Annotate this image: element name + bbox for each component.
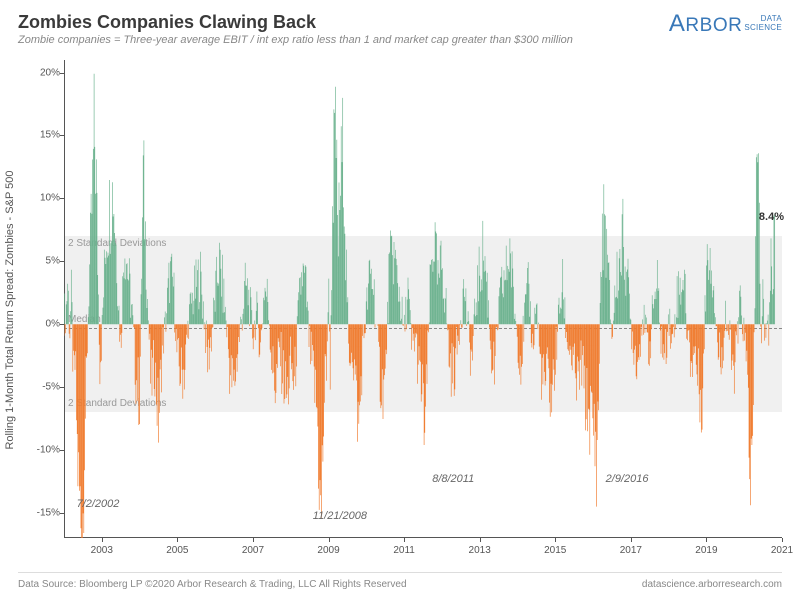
brand-main: ARBOR	[669, 15, 742, 36]
x-tick-label: 2005	[166, 545, 188, 556]
brand-sub: DATASCIENCE	[744, 14, 782, 32]
y-tick-label: -5%	[28, 382, 60, 393]
page-subtitle: Zombie companies = Three-year average EB…	[18, 34, 782, 46]
date-annotation: 2/9/2016	[606, 473, 649, 485]
y-tick-label: 0%	[28, 319, 60, 330]
x-tick-mark	[253, 538, 254, 542]
x-tick-mark	[706, 538, 707, 542]
x-tick-mark	[631, 538, 632, 542]
x-tick-label: 2011	[393, 545, 415, 556]
plot-area: 2 Standard Deviations2 Standard Deviatio…	[64, 60, 782, 538]
positive-bars	[65, 74, 775, 324]
chart-container: Rolling 1-Month Total Return Spread: Zom…	[18, 60, 782, 560]
y-axis-label: Rolling 1-Month Total Return Spread: Zom…	[4, 170, 16, 449]
chart-header: Zombies Companies Clawing Back Zombie co…	[0, 0, 800, 50]
date-annotation: 11/21/2008	[313, 510, 367, 522]
x-tick-label: 2009	[317, 545, 339, 556]
date-annotation: 7/2/2002	[77, 498, 120, 510]
x-tick-label: 2015	[544, 545, 566, 556]
x-tick-label: 2007	[242, 545, 264, 556]
y-tick-label: 10%	[28, 193, 60, 204]
x-tick-label: 2021	[771, 545, 793, 556]
y-tick-label: 20%	[28, 67, 60, 78]
x-tick-label: 2019	[695, 545, 717, 556]
x-tick-mark	[329, 538, 330, 542]
y-tick-label: -15%	[28, 507, 60, 518]
chart-footer: Data Source: Bloomberg LP ©2020 Arbor Re…	[18, 572, 782, 590]
x-tick-label: 2017	[620, 545, 642, 556]
negative-bars	[64, 324, 769, 538]
footer-source: Data Source: Bloomberg LP ©2020 Arbor Re…	[18, 579, 407, 590]
last-value-label: 8.4%	[759, 211, 784, 223]
x-tick-mark	[177, 538, 178, 542]
footer-link: datascience.arborresearch.com	[642, 579, 782, 590]
x-tick-label: 2013	[469, 545, 491, 556]
x-tick-mark	[782, 538, 783, 542]
x-tick-mark	[555, 538, 556, 542]
y-tick-label: 5%	[28, 256, 60, 267]
date-annotation: 8/8/2011	[432, 473, 474, 485]
x-tick-label: 2003	[91, 545, 113, 556]
x-tick-mark	[102, 538, 103, 542]
bar-series	[64, 60, 782, 538]
y-tick-label: 15%	[28, 130, 60, 141]
y-tick-label: -10%	[28, 444, 60, 455]
brand-logo: ARBORDATASCIENCE	[669, 10, 782, 38]
x-tick-mark	[404, 538, 405, 542]
x-tick-mark	[480, 538, 481, 542]
page-title: Zombies Companies Clawing Back	[18, 12, 782, 33]
